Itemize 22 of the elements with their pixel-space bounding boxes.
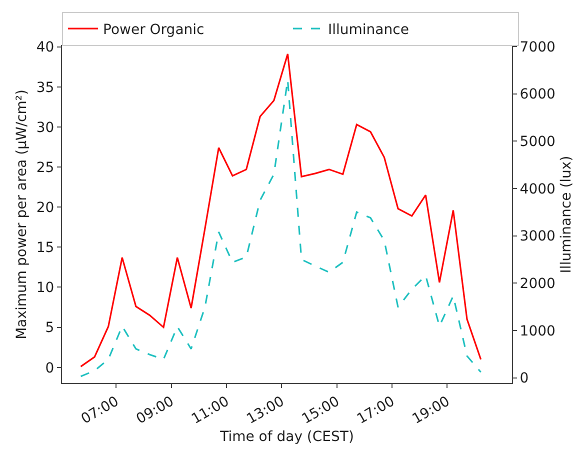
y2-tick-label: 5000 bbox=[520, 134, 556, 150]
y-tick-label: 25 bbox=[36, 160, 54, 176]
y-tick-label: 0 bbox=[45, 360, 54, 376]
y-tick-label: 15 bbox=[36, 240, 54, 256]
y2-tick-label: 3000 bbox=[520, 228, 556, 245]
legend-label: Power Organic bbox=[103, 22, 204, 38]
y-tick-label: 30 bbox=[36, 120, 54, 136]
y2-tick-label: 1000 bbox=[520, 323, 556, 340]
y2-tick-label: 2000 bbox=[520, 276, 556, 292]
y2-tick-label: 4000 bbox=[520, 181, 556, 198]
y-tick-label: 40 bbox=[36, 40, 54, 56]
y2-tick-label: 0 bbox=[520, 370, 529, 387]
y-tick-label: 35 bbox=[36, 80, 54, 96]
y2-axis-title: Illuminance (lux) bbox=[558, 156, 575, 274]
y2-tick-label: 6000 bbox=[520, 86, 556, 103]
y-axis-title: Maximum power per area (µW/cm²) bbox=[14, 90, 30, 340]
y2-tick-label: 7000 bbox=[520, 39, 556, 56]
y-tick-label: 10 bbox=[36, 280, 54, 296]
y-tick-label: 5 bbox=[45, 320, 54, 336]
legend-label: Illuminance bbox=[328, 22, 409, 38]
x-axis-title: Time of day (CEST) bbox=[219, 428, 354, 445]
y-tick-label: 20 bbox=[36, 200, 54, 216]
